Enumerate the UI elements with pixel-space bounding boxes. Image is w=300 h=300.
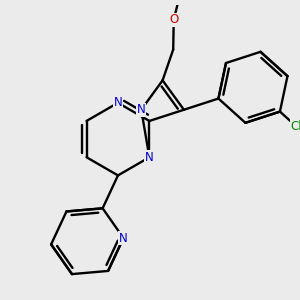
Text: N: N [145,151,154,164]
Text: N: N [114,96,122,109]
Text: N: N [119,232,128,244]
Text: Cl: Cl [290,120,300,133]
Text: N: N [137,103,146,116]
Text: O: O [169,13,178,26]
